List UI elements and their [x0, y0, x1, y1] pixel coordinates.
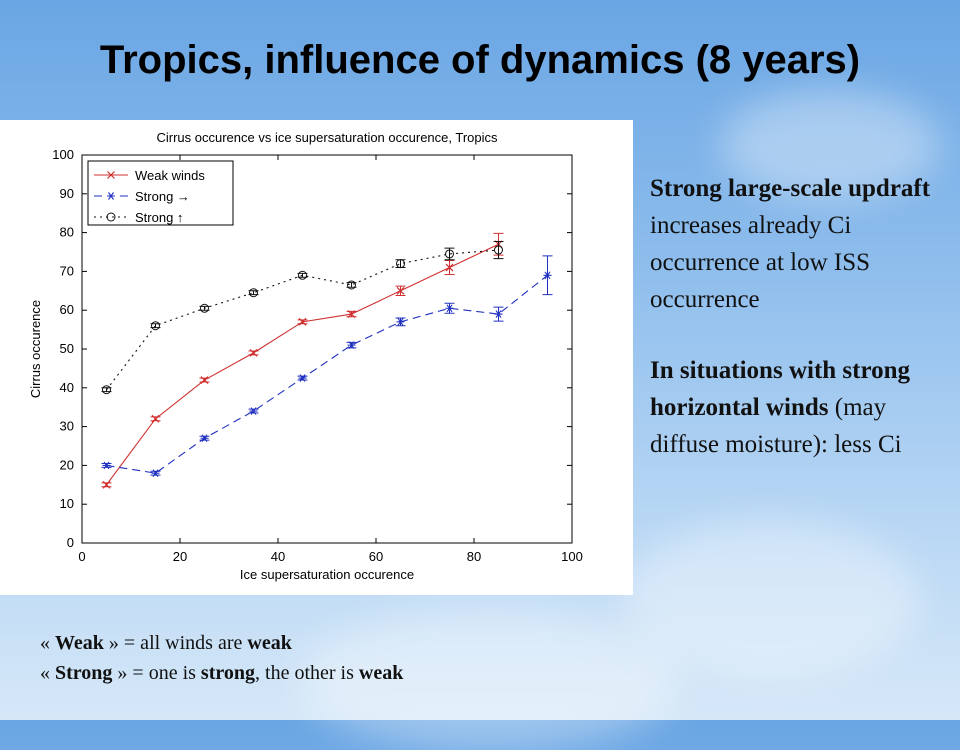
x-tick-label: 40 [271, 549, 285, 564]
y-tick-label: 0 [67, 535, 74, 550]
emph-weak: weak [247, 632, 292, 654]
footnote-weak: « Weak » = all winds are weak [40, 628, 640, 658]
data-point [396, 286, 405, 295]
footnote-strong: « Strong » = one is strong, the other is… [40, 658, 640, 688]
emph-weak: weak [358, 662, 404, 684]
data-point [200, 434, 209, 443]
y-tick-label: 20 [60, 457, 74, 472]
legend-box [87, 160, 234, 226]
data-point [151, 469, 160, 477]
quote-open: « [40, 662, 55, 684]
footnote-text: » = one is [112, 662, 201, 684]
horizontal-rest-text: (may diffuse moisture): less Ci [650, 394, 902, 458]
horizontal-bold-text: In situations with strong horizontal win… [650, 357, 911, 421]
series-line-2 [106, 249, 499, 391]
updraft-paragraph: Strong large-scale updraft increases alr… [650, 170, 950, 318]
background-cloud [620, 520, 920, 680]
data-point [298, 317, 307, 326]
y-tick-label: 70 [60, 263, 74, 278]
x-axis-label: Ice supersaturation occurence [240, 567, 414, 582]
chart-svg: Cirrus occurence vs ice supersaturation … [28, 130, 583, 582]
data-point [445, 263, 454, 272]
data-point [249, 348, 258, 357]
quote-open: « [40, 632, 55, 654]
y-tick-label: 60 [60, 302, 74, 317]
data-point [151, 414, 160, 423]
data-point [445, 304, 454, 313]
data-point [298, 374, 307, 382]
series-line-0 [106, 243, 499, 486]
updraft-bold-text: Strong large-scale updraft [650, 175, 931, 202]
term-weak: Weak [55, 632, 104, 654]
side-text: Strong large-scale updraft increases alr… [650, 170, 950, 497]
y-tick-label: 90 [60, 186, 74, 201]
background-cloud [720, 90, 940, 200]
series-line-1 [106, 274, 548, 474]
footnote-text: , the other is [255, 662, 359, 684]
data-point [249, 288, 258, 298]
legend-label: Strong ↑ [135, 210, 183, 225]
chart-title: Cirrus occurence vs ice supersaturation … [156, 130, 498, 145]
y-tick-label: 10 [60, 496, 74, 511]
updraft-rest-text: increases already Ci occurrence at low I… [650, 212, 871, 313]
x-tick-label: 80 [467, 549, 481, 564]
horizontal-paragraph: In situations with strong horizontal win… [650, 352, 950, 463]
data-point [396, 318, 405, 326]
y-tick-label: 30 [60, 419, 74, 434]
legend-label: Weak winds [135, 168, 205, 183]
data-point [102, 461, 111, 470]
x-tick-label: 20 [173, 549, 187, 564]
data-point [396, 259, 405, 269]
data-point [494, 310, 503, 318]
footnote-text: » = all winds are [103, 632, 248, 654]
data-point [494, 245, 503, 255]
x-tick-label: 0 [78, 549, 85, 564]
legend-label: Strong → [135, 189, 190, 204]
data-point [347, 341, 356, 349]
term-strong: Strong [55, 662, 113, 684]
error-bar [493, 241, 504, 260]
data-point [543, 271, 552, 280]
data-point [200, 376, 209, 384]
x-tick-label: 100 [561, 549, 583, 564]
emph-strong: strong [200, 662, 256, 684]
data-point [298, 270, 307, 280]
legend-marker [107, 192, 115, 200]
data-point [445, 249, 454, 259]
slide-title: Tropics, influence of dynamics (8 years) [99, 38, 861, 82]
chart-figure: Cirrus occurence vs ice supersaturation … [0, 120, 633, 595]
data-point [200, 303, 209, 313]
y-tick-label: 40 [60, 380, 74, 395]
data-point [347, 310, 356, 319]
data-point [249, 407, 258, 415]
y-tick-label: 50 [60, 341, 74, 356]
y-axis-label: Cirrus occurence [28, 300, 43, 398]
data-point [102, 385, 111, 395]
footnotes: « Weak » = all winds are weak « Strong »… [40, 628, 640, 688]
data-point [151, 321, 160, 331]
legend-marker [106, 212, 116, 222]
data-point [347, 280, 356, 290]
legend-marker [107, 171, 115, 179]
y-tick-label: 80 [60, 225, 74, 240]
x-tick-label: 60 [369, 549, 383, 564]
y-tick-label: 100 [52, 147, 74, 162]
data-point [102, 480, 111, 489]
